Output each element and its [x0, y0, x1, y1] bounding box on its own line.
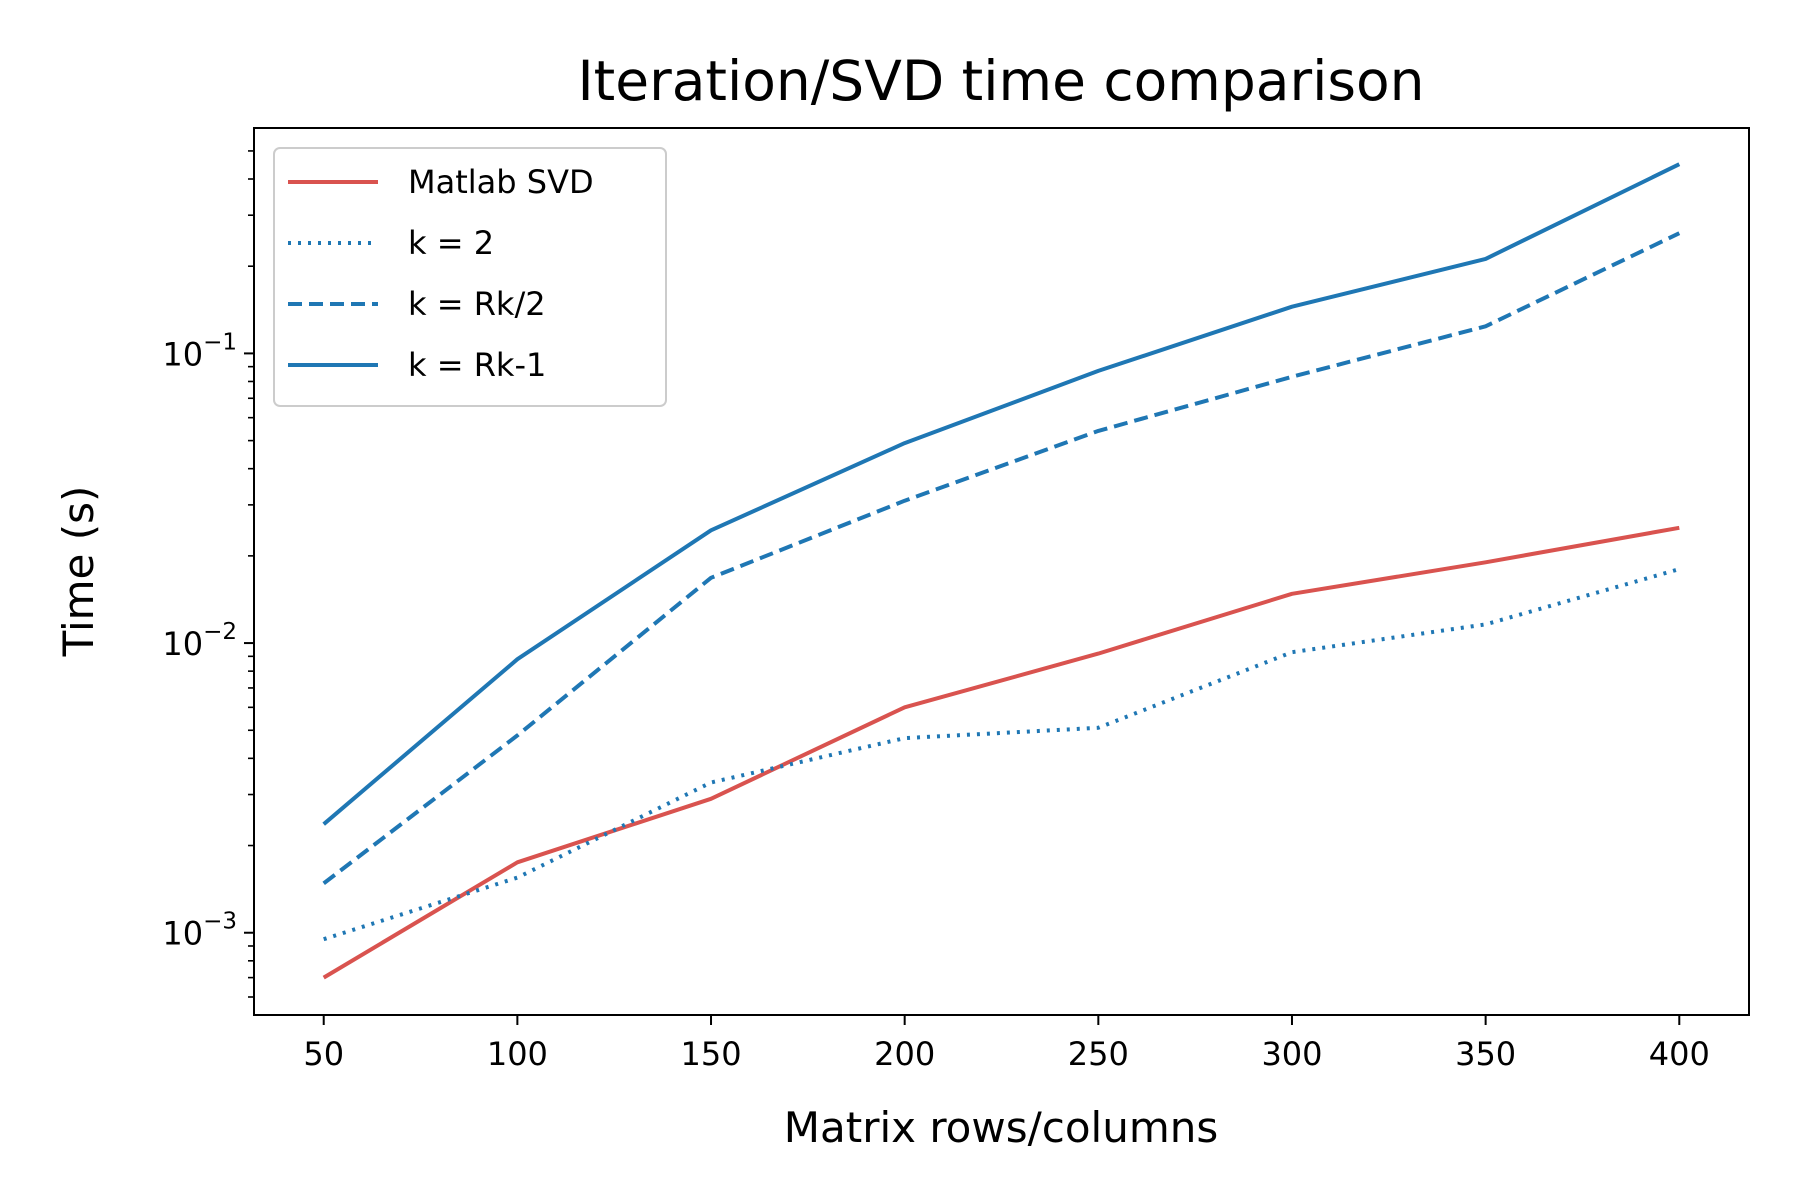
- x-tick-label: 200: [874, 1035, 935, 1073]
- y-tick-exponent: −1: [203, 329, 237, 355]
- x-axis-ticks: 50 100 150 200 250 300 350 400: [303, 1015, 1710, 1073]
- y-tick-exponent: −2: [203, 619, 237, 645]
- legend: Matlab SVD k = 2 k = Rk/2 k = Rk-1: [273, 147, 667, 407]
- chart-title: Iteration/SVD time comparison: [577, 49, 1424, 113]
- legend-label: Matlab SVD: [408, 163, 594, 201]
- series-line-1: [322, 525, 1680, 980]
- y-axis-ticks: 10−110−210−3: [162, 150, 254, 998]
- x-tick-label: 400: [1649, 1035, 1710, 1073]
- y-tick-label: 10−3: [162, 909, 237, 953]
- x-axis-label: Matrix rows/columns: [784, 1103, 1219, 1152]
- plot-frame: [253, 127, 1750, 1016]
- x-tick-label: 100: [487, 1035, 548, 1073]
- y-tick-exponent: −3: [203, 909, 237, 935]
- series-line-2: [323, 567, 1680, 942]
- y-tick-base: 10: [162, 915, 203, 953]
- y-tick-base: 10: [162, 625, 203, 663]
- series-line-3: [322, 231, 1681, 885]
- y-tick-label: 10−1: [162, 329, 237, 373]
- y-axis-label: Time (s): [54, 486, 103, 658]
- series-layer: [322, 162, 1681, 980]
- legend-box: [273, 147, 667, 407]
- series-line-4: [322, 162, 1681, 826]
- y-tick-label: 10−2: [162, 619, 237, 663]
- x-tick-label: 250: [1068, 1035, 1129, 1073]
- legend-label: k = Rk-1: [408, 346, 546, 384]
- x-tick-label: 150: [680, 1035, 741, 1073]
- x-tick-label: 350: [1455, 1035, 1516, 1073]
- legend-label: k = Rk/2: [408, 285, 546, 323]
- x-tick-label: 300: [1261, 1035, 1322, 1073]
- legend-label: k = 2: [408, 224, 494, 262]
- x-tick-label: 50: [303, 1035, 344, 1073]
- y-tick-base: 10: [162, 335, 203, 373]
